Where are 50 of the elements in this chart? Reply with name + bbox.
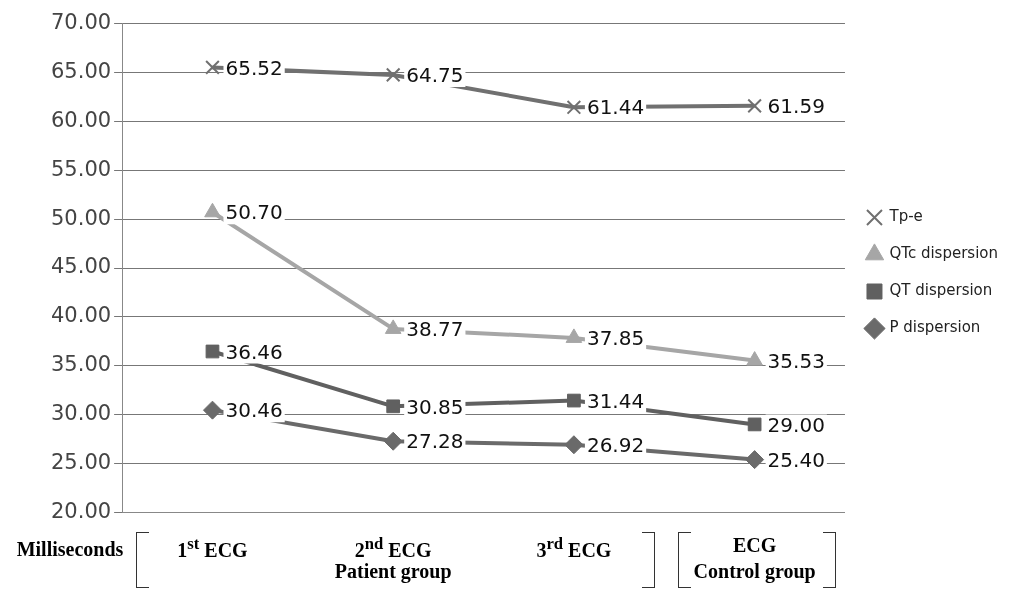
y-tick-label: 70.00 (50, 10, 112, 35)
y-tick-label: 25.00 (50, 449, 112, 474)
data-label: 30.85 (406, 394, 464, 419)
y-tick-label: 45.00 (50, 254, 112, 279)
y-tick-label: 20.00 (50, 498, 112, 523)
data-label: 64.75 (406, 63, 464, 88)
data-label: 61.44 (586, 95, 645, 120)
y-tick-label: 60.00 (50, 107, 112, 132)
data-label: 37.85 (586, 326, 645, 351)
data-label: 29.00 (767, 412, 825, 437)
point (745, 450, 765, 470)
data-label: 25.40 (767, 447, 825, 472)
data-label: 35.53 (767, 348, 825, 373)
point (202, 400, 222, 420)
point (205, 344, 220, 359)
data-label: 31.44 (586, 388, 645, 413)
y-tick-label: 65.00 (50, 58, 112, 83)
point (567, 393, 581, 408)
point (566, 99, 582, 115)
data-label: 50.70 (225, 200, 283, 225)
legend-label: P dispersion (889, 318, 981, 337)
legend-label: QTc dispersion (889, 244, 999, 263)
y-tick-label: 35.00 (50, 352, 112, 377)
x-tick-label: 3$^{rd}$ ECG (536, 534, 612, 562)
y-axis-title: Milliseconds (16, 538, 124, 561)
data-label: 65.52 (225, 55, 283, 80)
y-tick-label: 40.00 (50, 303, 112, 328)
x-tick-label: 2$^{nd}$ ECG (354, 534, 432, 562)
y-tick-label: 50.00 (50, 205, 112, 230)
text: Control group (693, 560, 816, 583)
data-label: 38.77 (406, 317, 464, 342)
point (205, 60, 220, 75)
data-label: 27.28 (406, 429, 464, 454)
point (385, 67, 401, 83)
text: Patient group (334, 560, 452, 583)
legend-label: QT dispersion (889, 281, 993, 300)
point (564, 435, 584, 455)
point (383, 431, 403, 451)
data-label: 30.46 (225, 398, 283, 423)
point (386, 399, 401, 414)
data-label: 26.92 (586, 432, 645, 457)
data-label: 36.46 (225, 339, 283, 364)
point (747, 417, 762, 432)
x-tick-label: 1$^{st}$ ECG (177, 534, 248, 562)
data-label: 61.59 (767, 94, 825, 119)
legend-label: Tp-e (888, 207, 923, 226)
y-tick-label: 30.00 (50, 401, 112, 426)
x-tick-label: ECG (732, 534, 777, 557)
y-tick-label: 55.00 (50, 156, 112, 181)
point (747, 98, 762, 114)
